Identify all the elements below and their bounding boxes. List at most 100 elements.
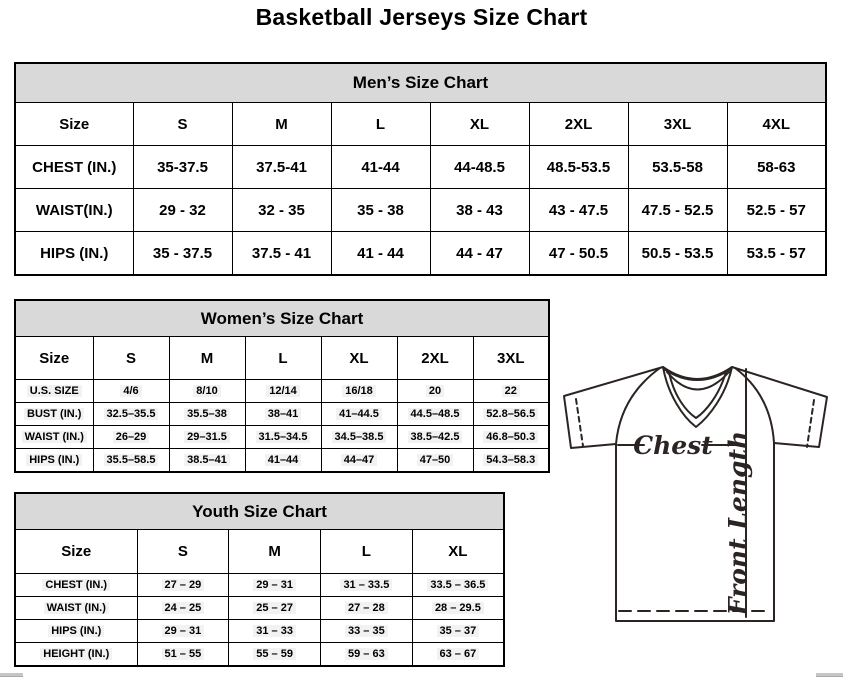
table-row: WAIST (IN.) 24 – 25 25 – 27 27 – 28 28 –…	[14, 596, 505, 620]
value-cell: 31.5–34.5	[244, 425, 322, 449]
value-cell: 27 – 29	[136, 573, 230, 597]
value-cell: 44.5–48.5	[396, 402, 474, 426]
value-cell: 29–31.5	[168, 425, 246, 449]
value-cell: 8/10	[168, 379, 246, 403]
column-header: XL	[411, 529, 505, 574]
mens-table-title: Men’s Size Chart	[14, 62, 827, 103]
womens-size-table: Women’s Size Chart Size S M L XL 2XL 3XL…	[14, 299, 550, 473]
value-cell: 47.5 - 52.5	[627, 188, 728, 232]
table-row: BUST (IN.) 32.5–35.5 35.5–38 38–41 41–44…	[14, 402, 550, 426]
table-row: CHEST (IN.) 35-37.5 37.5-41 41-44 44-48.…	[14, 145, 827, 189]
table-row: CHEST (IN.) 27 – 29 29 – 31 31 – 33.5 33…	[14, 573, 505, 597]
value-cell: 55 – 59	[228, 642, 321, 667]
value-cell: 35 - 38	[330, 188, 431, 232]
jersey-diagram: Chest Front Length	[563, 366, 828, 622]
table-row: HIPS (IN.) 29 – 31 31 – 33 33 – 35 35 – …	[14, 619, 505, 643]
column-header: L	[320, 529, 413, 574]
page-title: Basketball Jerseys Size Chart	[255, 4, 588, 30]
column-header: 3XL	[472, 336, 550, 380]
value-cell: 29 – 31	[228, 573, 321, 597]
value-cell: 29 – 31	[136, 619, 230, 643]
column-header: 2XL	[396, 336, 474, 380]
row-label: WAIST(IN.)	[14, 188, 134, 232]
value-cell: 51 – 55	[136, 642, 230, 667]
value-cell: 54.3–58.3	[472, 448, 550, 473]
column-header: S	[132, 102, 233, 146]
column-header: M	[228, 529, 321, 574]
jersey-vneck-outer	[662, 366, 733, 428]
value-cell: 28 – 29.5	[411, 596, 505, 620]
table-row: HEIGHT (IN.) 51 – 55 55 – 59 59 – 63 63 …	[14, 642, 505, 667]
value-cell: 44-48.5	[429, 145, 530, 189]
value-cell: 33.5 – 36.5	[411, 573, 505, 597]
value-cell: 33 – 35	[320, 619, 413, 643]
value-cell: 38.5–41	[168, 448, 246, 473]
value-cell: 53.5 - 57	[726, 231, 827, 276]
value-cell: 41–44.5	[320, 402, 398, 426]
value-cell: 41-44	[330, 145, 431, 189]
value-cell: 12/14	[244, 379, 322, 403]
jersey-vneck-inner	[668, 371, 727, 419]
value-cell: 48.5-53.5	[528, 145, 629, 189]
value-cell: 52.5 - 57	[726, 188, 827, 232]
table-row: WAIST(IN.) 29 - 32 32 - 35 35 - 38 38 - …	[14, 188, 827, 232]
value-cell: 35 – 37	[411, 619, 505, 643]
jersey-collar-inner-arc	[666, 371, 730, 391]
value-cell: 35.5–38	[168, 402, 246, 426]
jersey-right-armhole-seam	[734, 367, 775, 444]
value-cell: 47 - 50.5	[528, 231, 629, 276]
value-cell: 29 - 32	[132, 188, 233, 232]
row-label: CHEST (IN.)	[14, 573, 138, 597]
value-cell: 24 – 25	[136, 596, 230, 620]
scrollbar-fragment-right[interactable]	[816, 673, 843, 677]
column-header: Size	[14, 336, 94, 380]
row-label: CHEST (IN.)	[14, 145, 134, 189]
row-label: WAIST (IN.)	[14, 596, 138, 620]
value-cell: 31 – 33	[228, 619, 321, 643]
value-cell: 27 – 28	[320, 596, 413, 620]
mens-size-table: Men’s Size Chart Size S M L XL 2XL 3XL 4…	[14, 62, 827, 276]
column-header: S	[92, 336, 170, 380]
value-cell: 37.5-41	[231, 145, 332, 189]
value-cell: 31 – 33.5	[320, 573, 413, 597]
column-header: Size	[14, 529, 138, 574]
column-header: XL	[429, 102, 530, 146]
jersey-right-cuff-dash	[806, 399, 815, 448]
youth-size-table: Youth Size Chart Size S M L XL CHEST (IN…	[14, 492, 505, 667]
jersey-left-armhole-seam	[615, 367, 661, 445]
row-label: HIPS (IN.)	[14, 448, 94, 473]
chest-label: Chest	[633, 431, 713, 460]
row-label: U.S. SIZE	[14, 379, 94, 403]
value-cell: 38.5–42.5	[396, 425, 474, 449]
column-header: XL	[320, 336, 398, 380]
value-cell: 59 – 63	[320, 642, 413, 667]
scrollbar-fragment-left[interactable]	[0, 673, 23, 677]
column-header: L	[330, 102, 431, 146]
value-cell: 58-63	[726, 145, 827, 189]
value-cell: 47–50	[396, 448, 474, 473]
value-cell: 32 - 35	[231, 188, 332, 232]
value-cell: 53.5-58	[627, 145, 728, 189]
value-cell: 20	[396, 379, 474, 403]
value-cell: 25 – 27	[228, 596, 321, 620]
value-cell: 35 - 37.5	[132, 231, 233, 276]
value-cell: 37.5 - 41	[231, 231, 332, 276]
value-cell: 38 - 43	[429, 188, 530, 232]
value-cell: 41–44	[244, 448, 322, 473]
row-label: WAIST (IN.)	[14, 425, 94, 449]
column-header: M	[168, 336, 246, 380]
table-row: WAIST (IN.) 26–29 29–31.5 31.5–34.5 34.5…	[14, 425, 550, 449]
value-cell: 52.8–56.5	[472, 402, 550, 426]
value-cell: 38–41	[244, 402, 322, 426]
value-cell: 4/6	[92, 379, 170, 403]
column-header: Size	[14, 102, 134, 146]
jersey-left-cuff-dash	[575, 398, 584, 447]
row-label: HEIGHT (IN.)	[14, 642, 138, 667]
value-cell: 50.5 - 53.5	[627, 231, 728, 276]
value-cell: 41 - 44	[330, 231, 431, 276]
front-length-label: Front Length	[724, 431, 753, 616]
table-row: HIPS (IN.) 35.5–58.5 38.5–41 41–44 44–47…	[14, 448, 550, 473]
value-cell: 22	[472, 379, 550, 403]
column-header: S	[136, 529, 230, 574]
row-label: HIPS (IN.)	[14, 231, 134, 276]
